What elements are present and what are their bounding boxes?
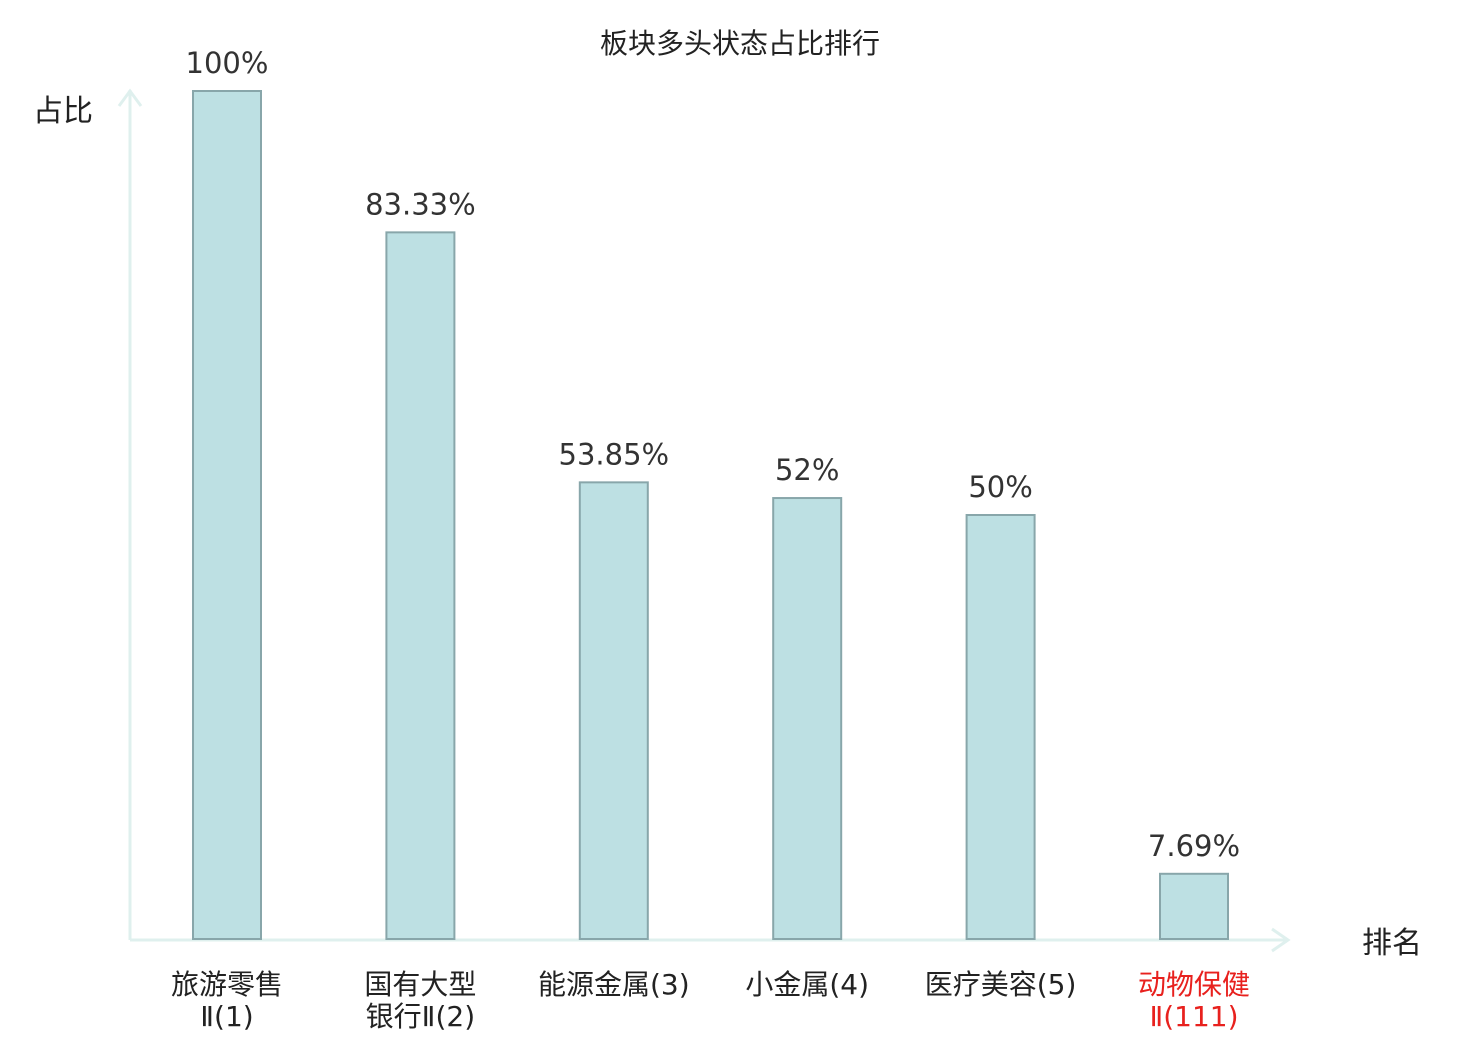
category-label: 小金属(4) <box>745 968 869 1001</box>
bar-value-label: 50% <box>968 470 1032 504</box>
y-axis-arrow <box>117 88 143 107</box>
chart-title: 板块多头状态占比排行 <box>600 27 880 60</box>
bar-value-label: 52% <box>775 453 839 487</box>
category-label-line2: 银行Ⅱ(2) <box>366 1000 475 1033</box>
x-axis-arrow <box>1271 927 1291 953</box>
category-label: 旅游零售 <box>171 968 283 1001</box>
bar <box>772 497 843 940</box>
category-label: 医疗美容(5) <box>925 968 1077 1001</box>
y-axis-title: 占比 <box>33 94 93 129</box>
x-axis-title: 排名 <box>1362 926 1422 961</box>
bar <box>192 90 262 940</box>
bar-value-label: 83.33% <box>365 187 476 221</box>
category-label: 能源金属(3) <box>538 968 690 1001</box>
bar-value-label: 100% <box>186 46 269 80</box>
category-label: 动物保健 <box>1138 968 1250 1001</box>
category-label-line2: Ⅱ(111) <box>1149 1000 1238 1033</box>
bar-value-label: 7.69% <box>1148 829 1240 863</box>
bar <box>385 231 456 941</box>
bar <box>578 481 649 940</box>
category-label: 国有大型 <box>364 968 476 1001</box>
bar-value-label: 53.85% <box>559 437 670 471</box>
category-label-line2: Ⅱ(1) <box>200 1000 253 1033</box>
bar <box>965 514 1036 940</box>
bar <box>1159 872 1229 941</box>
